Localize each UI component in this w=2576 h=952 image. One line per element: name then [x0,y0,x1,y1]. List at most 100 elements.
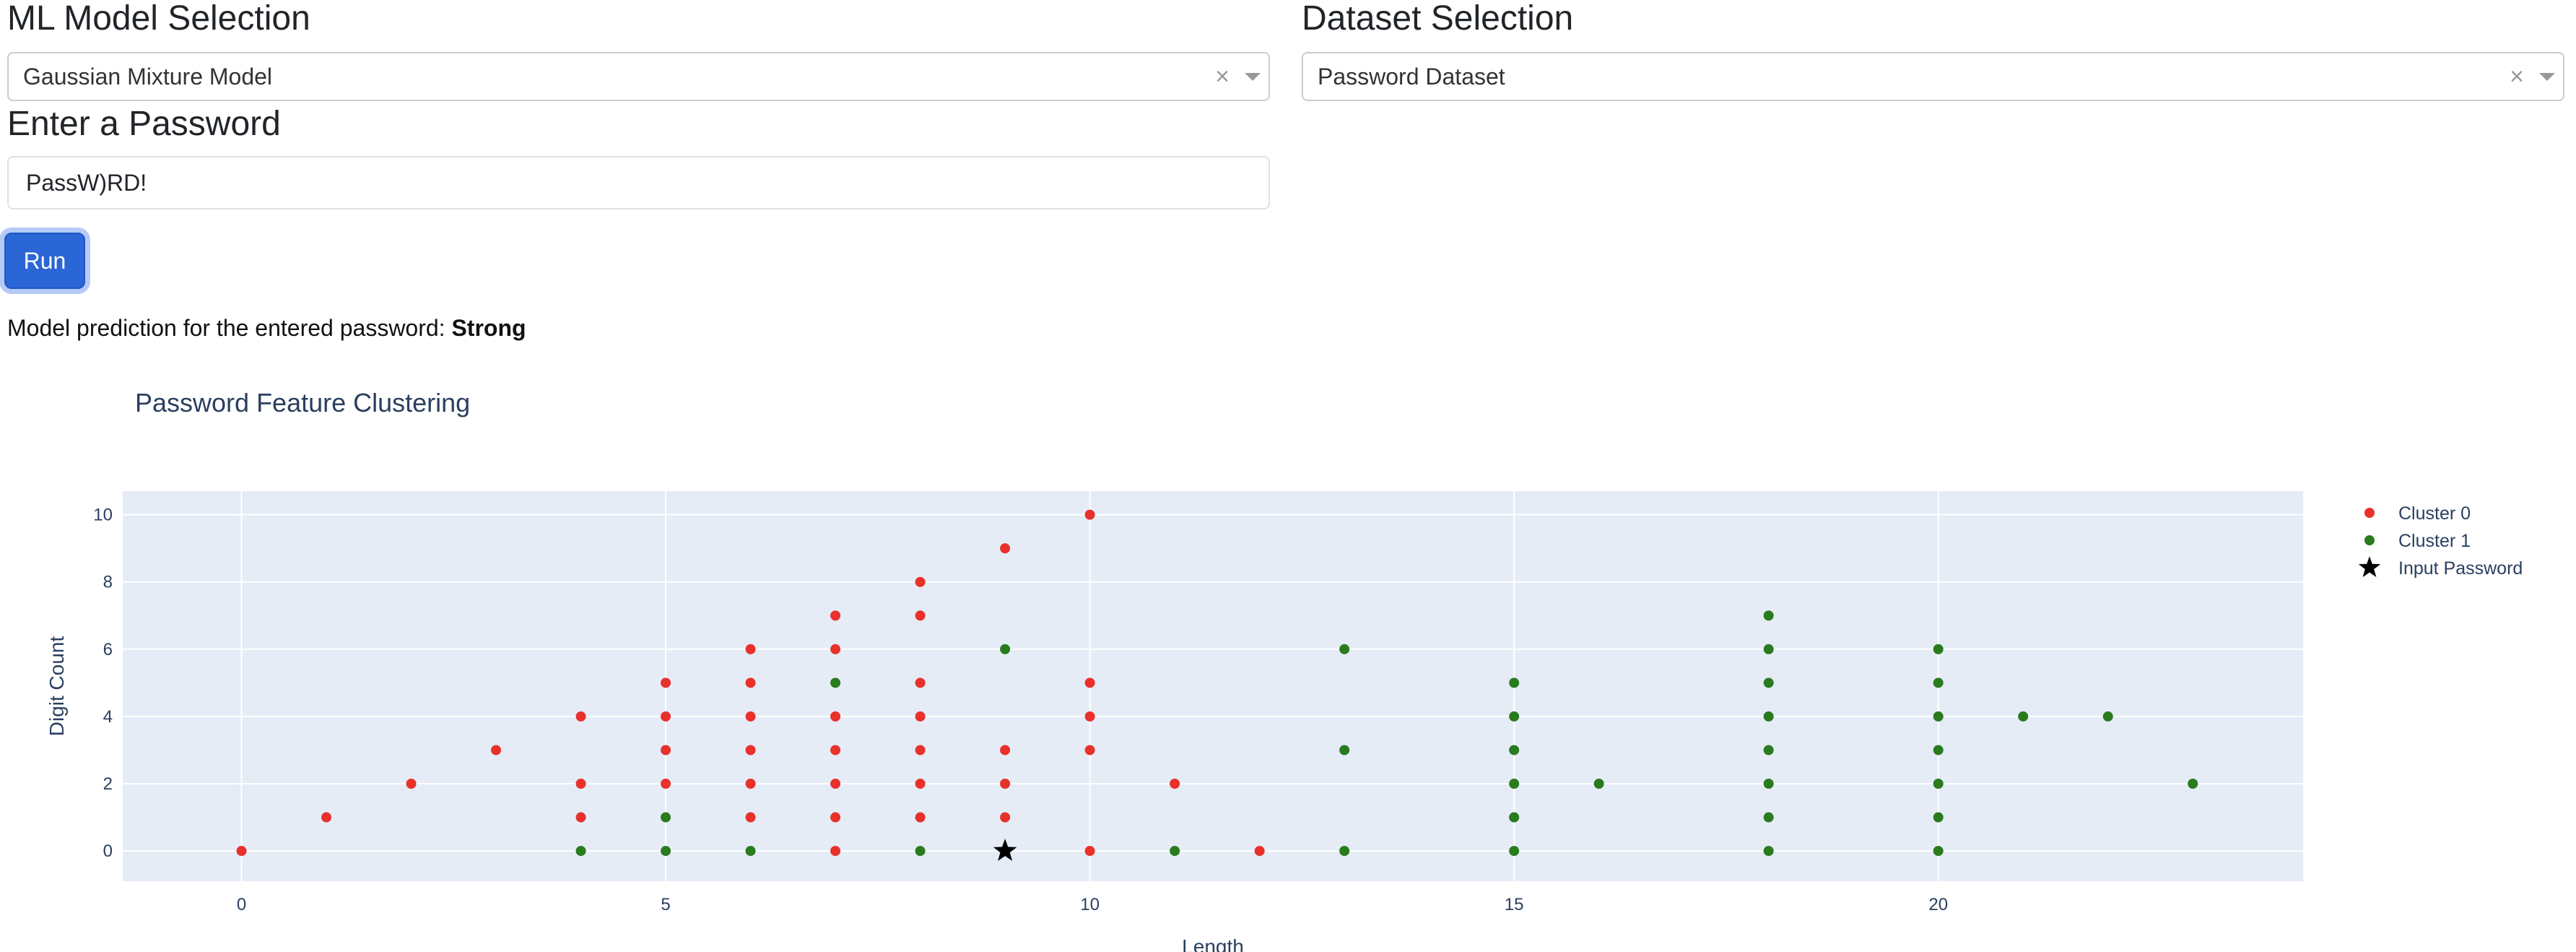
legend-label: Cluster 0 [2398,503,2471,524]
dataset-select-dropdown[interactable]: Password Dataset × [1302,52,2564,101]
scatter-point-cluster-1 [1763,812,1774,823]
scatter-point-cluster-0 [661,779,671,789]
y-tick-label: 8 [103,573,113,592]
scatter-point-cluster-0 [830,644,841,654]
legend-label: Cluster 1 [2398,531,2471,551]
scatter-point-cluster-0 [1000,779,1011,789]
scatter-point-cluster-0 [1170,779,1180,789]
input-password-star-point [993,839,1017,861]
chart-container: Password Feature Clustering 0 5 10 15 20 0 2 4 6 8… [0,376,2576,952]
y-tick-label: 6 [103,640,113,659]
scatter-point-cluster-0 [915,678,926,688]
prediction-prefix: Model prediction for the entered passwor… [7,315,445,341]
model-selection-title: ML Model Selection [7,0,310,38]
scatter-point-cluster-0 [1084,846,1095,857]
legend-label: Input Password [2398,558,2523,579]
scatter-point-cluster-1 [1933,644,1944,654]
scatter-point-cluster-0 [915,745,926,756]
password-title: Enter a Password [7,105,281,143]
scatter-point-cluster-1 [1933,711,1944,722]
scatter-point-cluster-1 [745,846,756,857]
scatter-point-cluster-0 [830,610,841,621]
dataset-select-value: Password Dataset [1318,63,1505,90]
scatter-point-cluster-1 [2188,779,2198,789]
scatter-point-cluster-1 [830,678,841,688]
scatter-point-cluster-0 [491,745,502,756]
scatter-point-cluster-1 [2102,711,2113,722]
scatter-point-cluster-1 [1509,711,1520,722]
scatter-point-cluster-1 [1933,846,1944,857]
model-select-clear-icon[interactable]: × [1215,62,1230,90]
scatter-point-cluster-0 [745,711,756,722]
scatter-point-cluster-0 [745,779,756,789]
x-axis-label: Length [1182,935,1244,952]
scatter-point-cluster-1 [1763,711,1774,722]
legend-marker [2364,508,2375,518]
scatter-point-cluster-1 [1509,812,1520,823]
scatter-point-cluster-1 [1763,610,1774,621]
x-tick-label: 0 [237,895,246,914]
scatter-point-cluster-1 [1763,779,1774,789]
scatter-point-cluster-0 [1000,745,1011,756]
scatter-point-cluster-1 [1509,779,1520,789]
scatter-point-cluster-1 [1339,846,1350,857]
model-select-value: Gaussian Mixture Model [23,63,273,90]
legend-star-marker [2358,556,2381,577]
scatter-point-cluster-1 [1763,846,1774,857]
x-tick-label: 5 [661,895,670,914]
scatter-point-cluster-0 [575,779,586,789]
scatter-point-cluster-0 [915,576,926,587]
y-tick-label: 4 [103,707,113,727]
scatter-point-cluster-0 [915,610,926,621]
model-select-dropdown[interactable]: Gaussian Mixture Model × [7,52,1270,101]
scatter-point-cluster-0 [1000,543,1011,554]
chart-title: Password Feature Clustering [135,388,470,417]
y-tick-label: 10 [93,506,113,525]
scatter-point-cluster-1 [1763,678,1774,688]
scatter-point-cluster-1 [1933,812,1944,823]
scatter-point-cluster-1 [1763,745,1774,756]
scatter-point-cluster-1 [1763,644,1774,654]
password-input[interactable] [7,156,1270,209]
y-axis-label: Digit Count [45,636,68,737]
scatter-point-cluster-1 [1509,846,1520,857]
scatter-point-cluster-1 [1509,678,1520,688]
scatter-point-cluster-1 [1339,745,1350,756]
scatter-point-cluster-0 [1084,509,1095,520]
scatter-point-cluster-1 [1339,644,1350,654]
scatter-point-cluster-0 [915,779,926,789]
scatter-point-cluster-0 [745,812,756,823]
x-tick-label: 10 [1080,895,1100,914]
y-tick-label: 2 [103,774,113,794]
scatter-point-cluster-0 [1000,812,1011,823]
plot-background [123,491,2303,881]
y-tick-label: 0 [103,841,113,861]
scatter-point-cluster-0 [830,812,841,823]
scatter-point-cluster-0 [661,678,671,688]
scatter-point-cluster-1 [1593,779,1604,789]
x-tick-label: 20 [1928,895,1948,914]
scatter-point-cluster-1 [1933,779,1944,789]
scatter-point-cluster-1 [1000,644,1011,654]
model-select-chevron-down-icon[interactable] [1237,72,1269,81]
prediction-text: Model prediction for the entered passwor… [7,315,526,342]
legend-marker [2364,535,2375,545]
scatter-point-cluster-0 [1084,745,1095,756]
scatter-point-cluster-1 [1933,678,1944,688]
scatter-point-cluster-1 [915,846,926,857]
run-button[interactable]: Run [4,233,85,289]
scatter-point-cluster-0 [1084,711,1095,722]
scatter-point-cluster-0 [236,846,247,857]
scatter-point-cluster-0 [830,846,841,857]
scatter-point-cluster-0 [1254,846,1265,857]
scatter-point-cluster-0 [830,779,841,789]
dataset-select-clear-icon[interactable]: × [2510,62,2524,90]
scatter-point-cluster-0 [915,711,926,722]
scatter-point-cluster-0 [745,745,756,756]
dataset-selection-title: Dataset Selection [1302,0,1574,38]
dataset-select-chevron-down-icon[interactable] [2531,72,2563,81]
scatter-point-cluster-1 [2018,711,2029,722]
prediction-value: Strong [451,315,526,341]
scatter-point-cluster-1 [1170,846,1180,857]
